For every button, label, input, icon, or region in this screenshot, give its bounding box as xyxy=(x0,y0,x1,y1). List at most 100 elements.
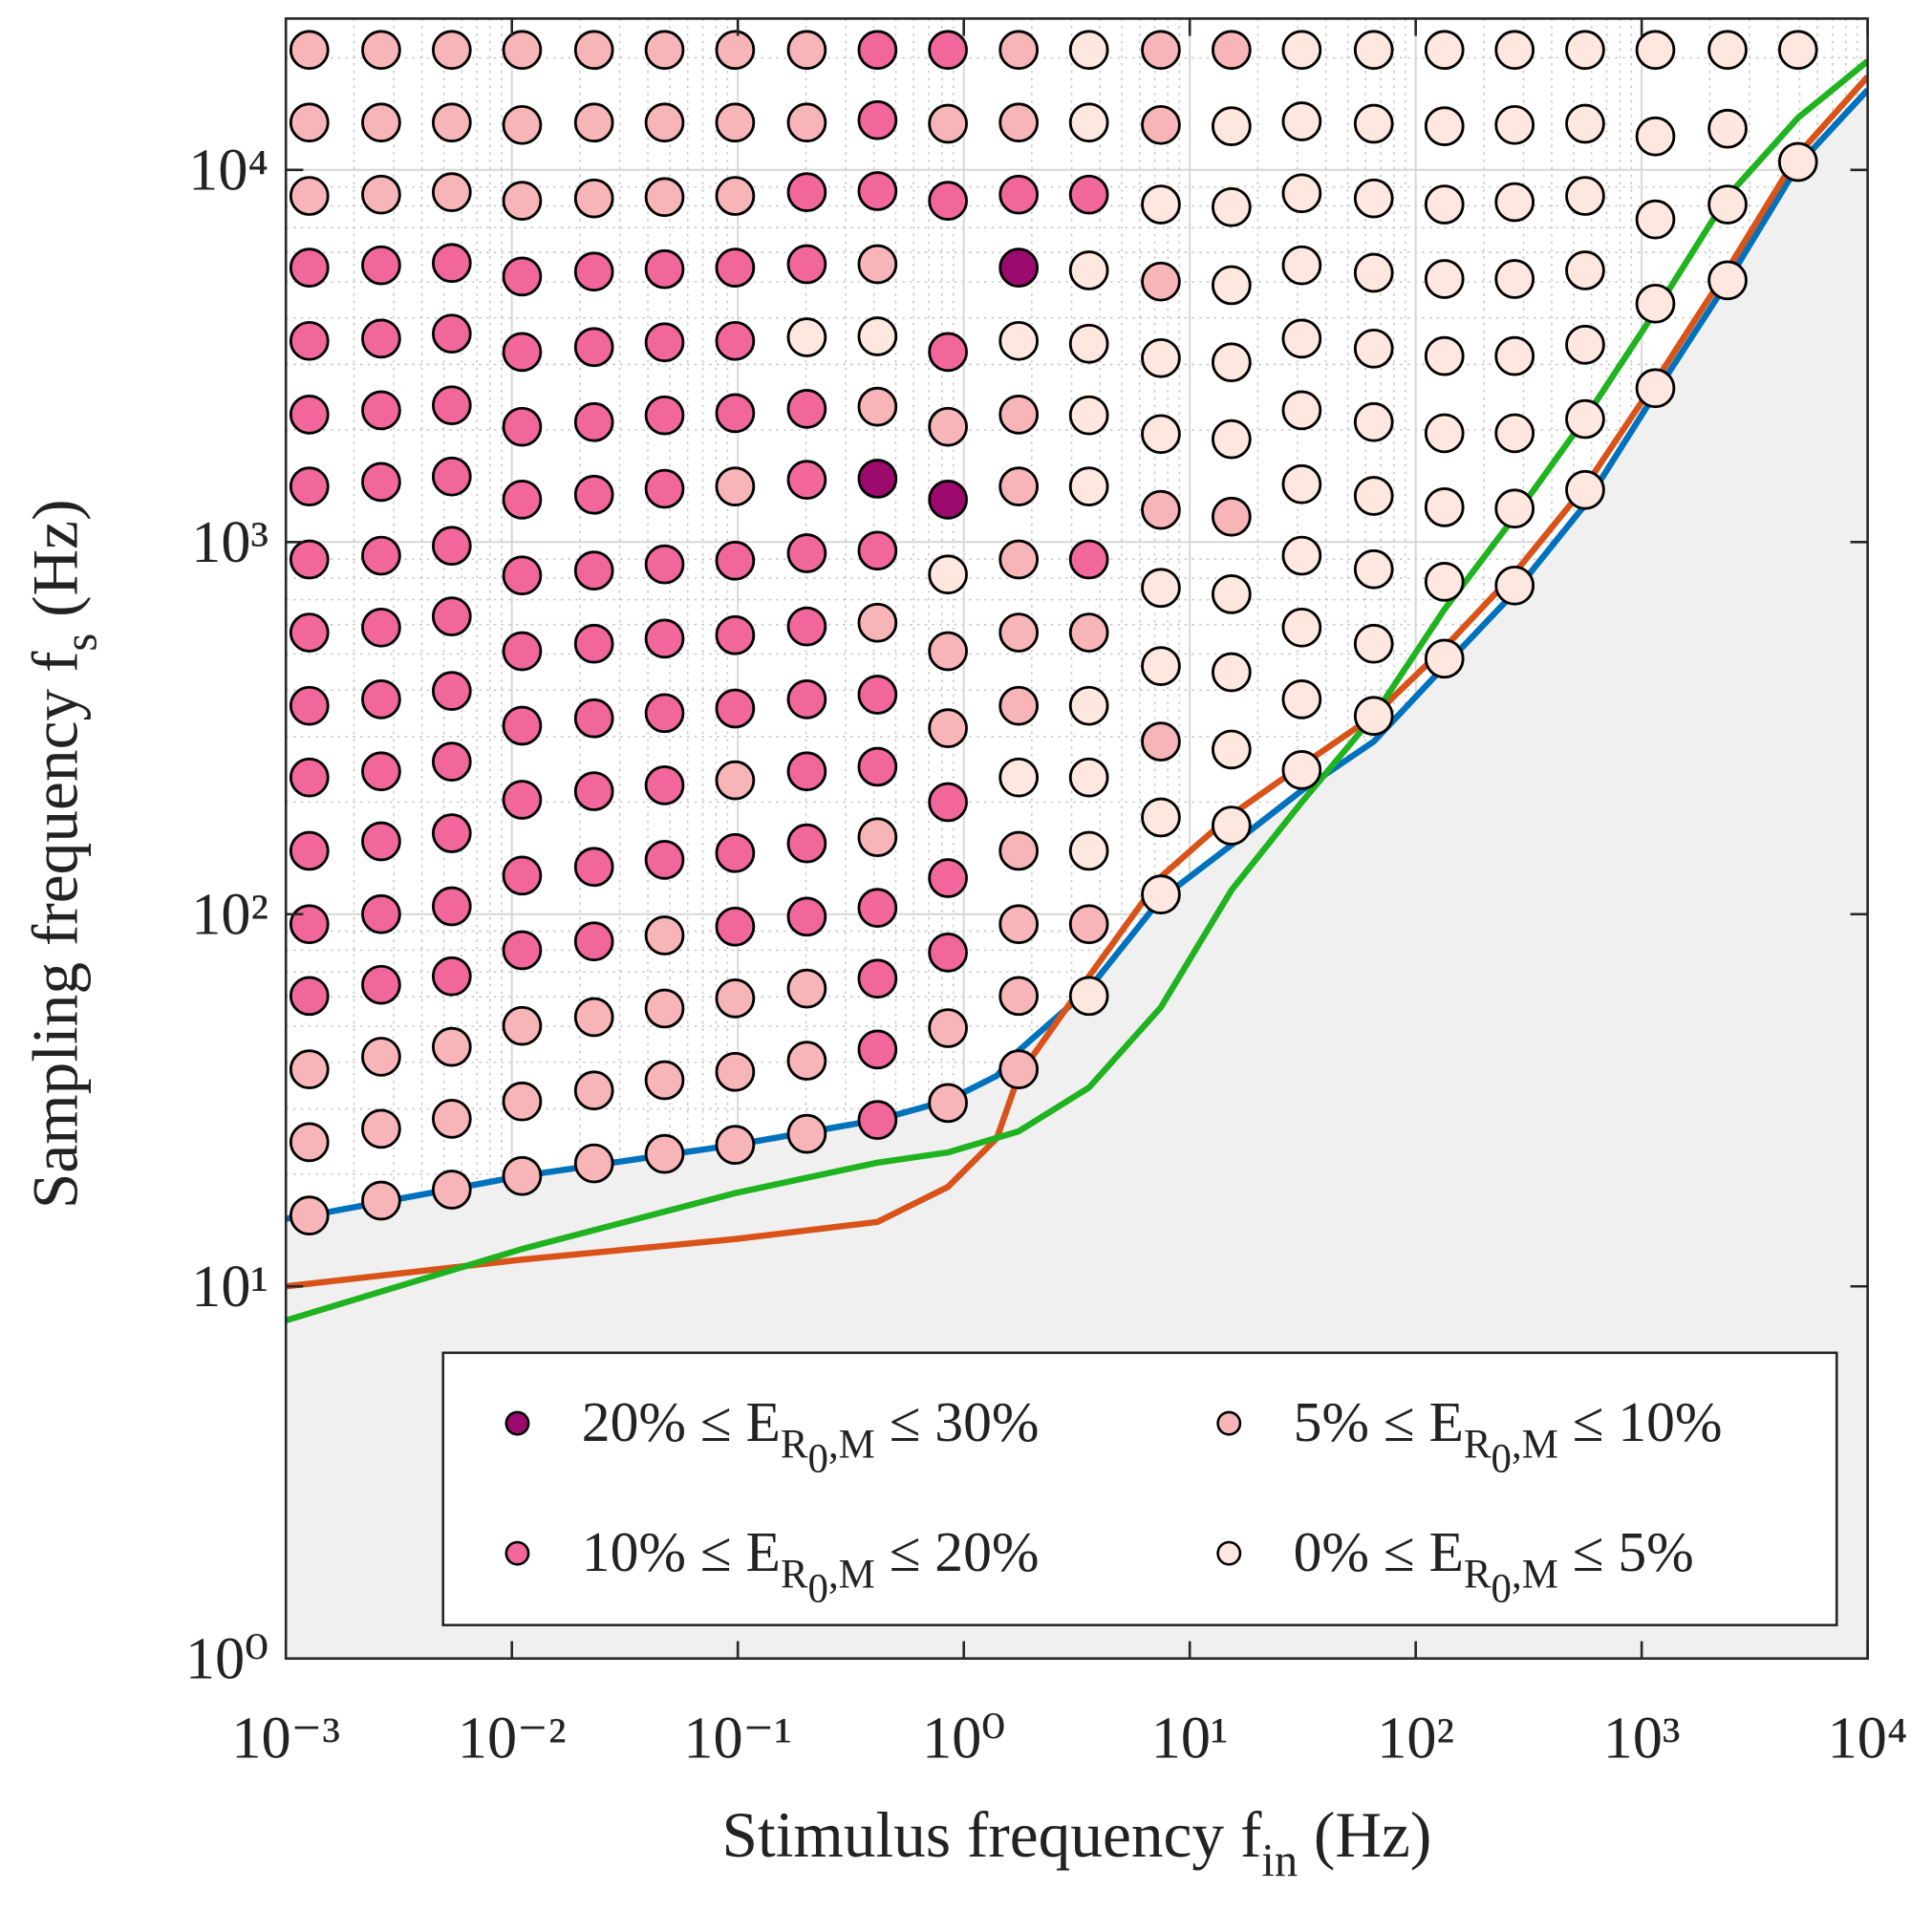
point xyxy=(998,612,1040,653)
point xyxy=(998,757,1040,798)
point xyxy=(431,385,472,426)
point xyxy=(715,320,756,361)
point xyxy=(1068,174,1109,215)
point xyxy=(361,1108,401,1149)
point xyxy=(289,466,330,507)
point xyxy=(1777,30,1818,71)
point xyxy=(502,631,543,672)
point xyxy=(998,174,1040,215)
point xyxy=(431,30,472,71)
point xyxy=(998,466,1040,507)
point xyxy=(1141,184,1181,225)
point xyxy=(786,460,827,500)
point xyxy=(431,526,472,567)
point xyxy=(573,474,614,515)
point xyxy=(361,245,401,286)
point xyxy=(644,915,685,956)
point xyxy=(1635,30,1676,71)
point xyxy=(786,102,827,143)
point xyxy=(928,1008,968,1048)
point xyxy=(715,466,756,507)
point xyxy=(715,1051,756,1092)
point xyxy=(431,102,472,143)
point xyxy=(998,539,1040,580)
point xyxy=(928,30,968,71)
point xyxy=(289,904,330,945)
point xyxy=(573,1070,614,1111)
point xyxy=(289,976,330,1017)
point xyxy=(1424,30,1465,71)
point xyxy=(361,390,401,431)
point xyxy=(1494,413,1535,454)
legend-box xyxy=(441,1351,1838,1627)
point xyxy=(1211,419,1252,460)
y-tick-label: 10² xyxy=(191,882,268,947)
point xyxy=(786,30,827,71)
point xyxy=(1353,623,1394,664)
point xyxy=(1494,259,1535,299)
point xyxy=(857,99,898,140)
x-tick-label: 10¹ xyxy=(1151,1706,1229,1771)
point xyxy=(289,612,330,653)
point xyxy=(431,172,472,212)
point xyxy=(289,30,330,71)
point xyxy=(715,832,756,873)
point xyxy=(715,614,756,655)
y-tick-label: 10⁴ xyxy=(188,139,268,204)
point xyxy=(786,533,827,573)
point xyxy=(361,607,401,648)
point xyxy=(786,172,827,212)
y-tick-label: 10¹ xyxy=(191,1255,268,1320)
point xyxy=(1141,797,1181,838)
label-part: ≤ 20% xyxy=(875,1520,1040,1583)
point xyxy=(573,401,614,442)
point xyxy=(1281,750,1322,790)
point xyxy=(431,456,472,497)
point xyxy=(715,30,756,71)
y-tick-label: 10⁰ xyxy=(185,1626,268,1691)
point xyxy=(1281,390,1322,431)
point xyxy=(998,30,1040,71)
point xyxy=(1211,574,1252,614)
label-part: ,M xyxy=(1512,1423,1558,1468)
legend-marker xyxy=(504,1410,530,1436)
point xyxy=(1424,259,1465,299)
point xyxy=(1141,30,1181,71)
point xyxy=(644,544,685,585)
point xyxy=(573,102,614,143)
point xyxy=(1068,250,1109,290)
point xyxy=(715,1125,756,1166)
point xyxy=(1494,565,1535,606)
point xyxy=(1494,488,1535,529)
point xyxy=(928,480,968,520)
legend-label: 5% ≤ ER0,M ≤ 10% xyxy=(1294,1390,1723,1482)
point xyxy=(1353,328,1394,369)
point xyxy=(998,320,1040,361)
point xyxy=(1068,685,1109,726)
point xyxy=(1281,535,1322,576)
point xyxy=(1281,318,1322,359)
point xyxy=(289,830,330,871)
point xyxy=(289,395,330,435)
legend-marker xyxy=(1216,1410,1242,1436)
point xyxy=(786,317,827,357)
label-part: R xyxy=(1464,1553,1492,1598)
point xyxy=(1565,176,1605,216)
point xyxy=(1141,646,1181,687)
point xyxy=(644,395,685,436)
point xyxy=(998,830,1040,871)
point xyxy=(1281,607,1322,648)
point xyxy=(361,102,401,143)
label-part: 0 xyxy=(808,1437,828,1482)
point xyxy=(644,30,685,71)
label-part: ,M xyxy=(828,1553,875,1598)
label-part: 0% ≤ E xyxy=(1294,1520,1464,1583)
point xyxy=(431,671,472,711)
point xyxy=(1068,323,1109,364)
point xyxy=(1141,104,1181,145)
point xyxy=(715,760,756,801)
point xyxy=(502,406,543,447)
point xyxy=(786,968,827,1009)
label-part: 20% ≤ E xyxy=(582,1390,781,1453)
point xyxy=(1424,562,1465,602)
